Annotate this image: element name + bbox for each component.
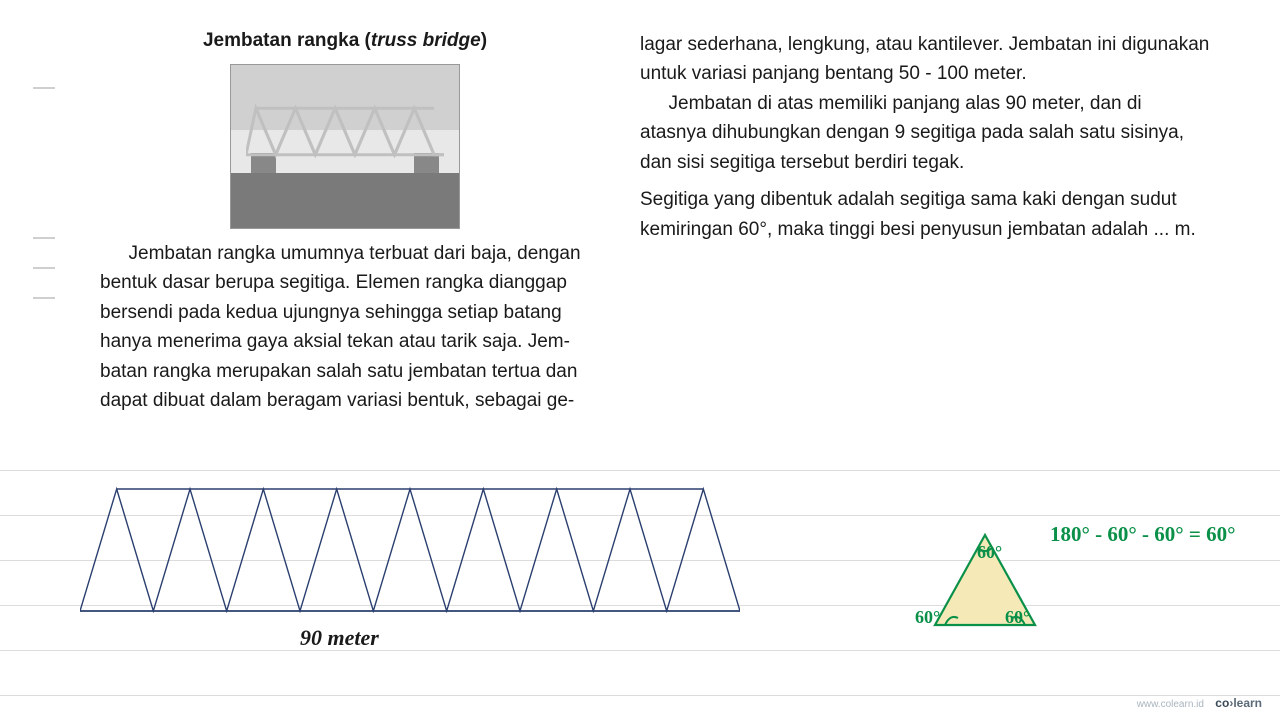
right-paragraph-2: Jembatan di atas memiliki panjang alas 9…: [640, 89, 1210, 177]
title-italic: truss bridge: [371, 30, 481, 51]
angle-left: 60°: [915, 607, 940, 628]
brand-b: learn: [1233, 696, 1262, 710]
base-length-label: 90 meter: [300, 625, 379, 651]
truss-diagram: [80, 485, 740, 615]
margin-tick: [33, 267, 55, 269]
right-paragraph-1: lagar sederhana, lengkung, atau kantilev…: [640, 30, 1210, 89]
title-main: Jembatan rangka (: [203, 30, 371, 51]
footer: www.colearn.id co›learn: [1137, 696, 1262, 710]
right-paragraph-3: Segitiga yang dibentuk adalah segitiga s…: [640, 185, 1210, 244]
angle-calculation: 180° - 60° - 60° = 60°: [1050, 522, 1236, 547]
angle-top: 60°: [977, 542, 1002, 563]
left-column: Jembatan rangka (truss bridge) Jembatan …: [100, 30, 590, 416]
footer-url: www.colearn.id: [1137, 699, 1204, 710]
brand-a: co: [1215, 696, 1229, 710]
problem-content: Jembatan rangka (truss bridge) Jembatan …: [0, 0, 1280, 416]
ruling-line: [0, 650, 1280, 651]
margin-tick: [33, 237, 55, 239]
bridge-photo: [230, 64, 460, 229]
footer-brand: co›learn: [1215, 696, 1262, 710]
margin-tick: [33, 87, 55, 89]
title-close: ): [481, 30, 487, 51]
ruling-line: [0, 470, 1280, 471]
whiteboard-area: 90 meter 60° 60° 60° 180° - 60° - 60° = …: [0, 460, 1280, 720]
angle-right: 60°: [1005, 607, 1030, 628]
problem-title: Jembatan rangka (truss bridge): [100, 30, 590, 52]
margin-tick: [33, 297, 55, 299]
bridge-photo-truss: [246, 100, 444, 160]
left-paragraph: Jembatan rangka umumnya terbuat dari baj…: [100, 239, 590, 416]
right-column: lagar sederhana, lengkung, atau kantilev…: [640, 30, 1210, 416]
ruling-line: [0, 695, 1280, 696]
